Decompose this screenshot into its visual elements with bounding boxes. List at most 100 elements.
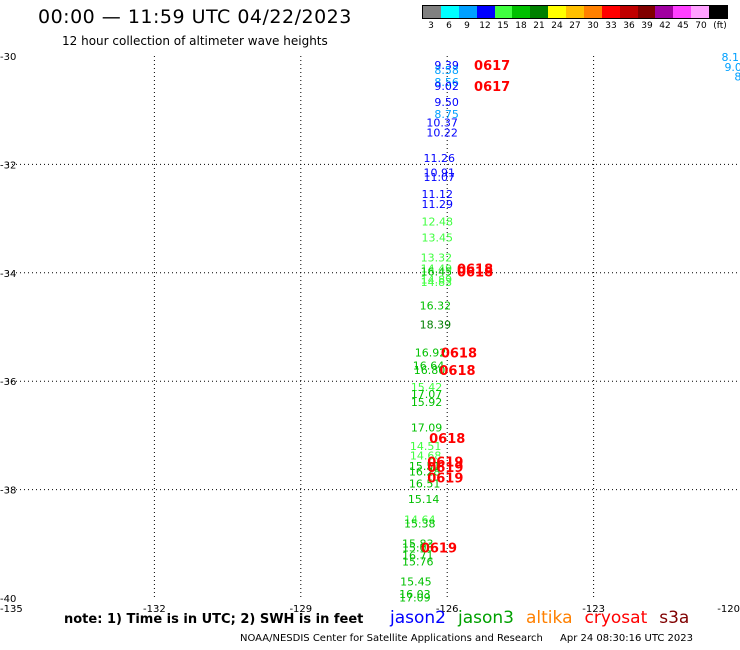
swh-value: 16.28 [409, 466, 441, 479]
swh-value: 8.58 [434, 64, 459, 77]
swh-value: 17.09 [399, 591, 431, 604]
time-label: 0619 [427, 455, 463, 470]
legend-swatch [530, 6, 549, 18]
mission-altika: altika [526, 608, 573, 628]
legend-label: 15 [497, 21, 509, 31]
swh-value: 14.64 [404, 513, 436, 526]
swh-value: 8. [734, 71, 740, 84]
swh-value: 9.39 [434, 59, 459, 72]
swh-value: 9.02 [434, 80, 459, 93]
swh-value: 16.92 [415, 346, 447, 359]
swh-value: 9.50 [434, 96, 459, 109]
color-scale-swatches [422, 5, 728, 19]
time-label: 0618 [441, 346, 477, 361]
mission-legend: jason2 jason3 altika cryosat s3a [390, 608, 701, 628]
swh-value: 16.45 [421, 266, 453, 279]
legend-label: 42 [659, 21, 671, 31]
legend-label: 39 [641, 21, 653, 31]
swh-value: 12.48 [422, 215, 454, 228]
legend-label: 3 [428, 21, 434, 31]
time-label: 0619 [421, 542, 457, 557]
time-label: 0619 [427, 472, 463, 487]
x-tick-label: -132 [143, 604, 166, 615]
swh-value: 16.32 [420, 299, 452, 312]
swh-value: 17.07 [411, 388, 443, 401]
swh-value: 16.80 [414, 364, 446, 377]
y-tick-label: -38 [0, 486, 16, 497]
swh-value: 10.37 [426, 117, 458, 130]
footer: NOAA/NESDIS Center for Satellite Applica… [240, 633, 693, 644]
swh-value: 15.83 [402, 537, 434, 550]
swh-value: 14.83 [421, 276, 453, 289]
legend-label: 18 [515, 21, 527, 31]
legend-label: 27 [569, 21, 581, 31]
swh-value: 17.09 [411, 421, 443, 434]
time-label: 0617 [474, 80, 510, 95]
legend-swatch [655, 6, 674, 18]
legend-label: 24 [551, 21, 563, 31]
swh-value: 14.68 [410, 449, 442, 462]
time-label: 0618 [457, 262, 493, 277]
legend-label: 33 [605, 21, 617, 31]
swh-value: 8.1 [722, 51, 740, 64]
legend-swatch [601, 6, 620, 18]
swh-value: 13.45 [422, 232, 454, 245]
swh-value: 11.29 [422, 198, 454, 211]
x-tick-label: -129 [289, 604, 312, 615]
swh-value: 10.22 [426, 126, 458, 139]
legend-label: 45 [677, 21, 689, 31]
color-scale-labels: 3 6 9 12 15 18 21 24 27 30 33 36 39 42 45 70 (ft) [422, 19, 728, 33]
legend-swatch [548, 6, 566, 18]
mission-cryosat: cryosat [584, 608, 648, 628]
time-label: 0617 [474, 59, 510, 74]
swh-value: 16.64 [413, 359, 445, 372]
y-tick-label: -40 [0, 594, 16, 605]
time-label: 0619 [427, 461, 463, 476]
swh-value: 16.03 [399, 588, 431, 601]
swh-value: 15.14 [408, 493, 440, 506]
legend-swatch [458, 6, 477, 18]
legend-label: 70 [695, 21, 707, 31]
swh-value: 10.91 [424, 167, 456, 180]
page-subtitle: 12 hour collection of altimeter wave hei… [62, 34, 328, 48]
legend-swatch [673, 6, 692, 18]
legend-swatch [494, 6, 513, 18]
y-tick-label: -30 [0, 52, 16, 63]
y-tick-label: -34 [0, 269, 16, 280]
legend-label: 9 [464, 21, 470, 31]
swh-value: 15.92 [411, 396, 443, 409]
legend-unit: (ft) [713, 21, 727, 31]
legend-swatch [583, 6, 602, 18]
legend-label: 6 [446, 21, 452, 31]
time-label: 0618 [429, 432, 465, 447]
mission-jason3: jason3 [458, 608, 514, 628]
legend-swatch [566, 6, 584, 18]
y-tick-label: -32 [0, 160, 16, 171]
swh-value: 11.26 [424, 152, 456, 165]
swh-value: 8.75 [434, 108, 459, 121]
x-tick-label: -135 [0, 604, 23, 615]
mission-jason2: jason2 [390, 608, 446, 628]
time-label: 0618 [457, 266, 493, 281]
swh-value: 13.32 [421, 252, 453, 265]
legend-swatch [440, 6, 459, 18]
swh-value: 8.56 [434, 76, 459, 89]
legend-label: 36 [623, 21, 635, 31]
swh-value: 15.06 [402, 542, 434, 555]
legend-label: 21 [533, 21, 545, 31]
legend-swatch [637, 6, 656, 18]
swh-value: 11.12 [422, 188, 454, 201]
swh-value: 9.0 [724, 61, 740, 74]
legend-swatch [512, 6, 531, 18]
legend-label: 30 [587, 21, 599, 31]
legend-label: 12 [479, 21, 491, 31]
swh-value: 14.89 [421, 273, 453, 286]
page-title: 00:00 — 11:59 UTC 04/22/2023 [38, 6, 352, 28]
legend-swatch [691, 6, 709, 18]
swh-value: 15.45 [400, 576, 432, 589]
swh-value: 11.07 [424, 171, 456, 184]
swh-value: 15.38 [404, 518, 436, 531]
swh-value: 14.49 [421, 262, 453, 275]
swh-value: 15.42 [411, 381, 443, 394]
